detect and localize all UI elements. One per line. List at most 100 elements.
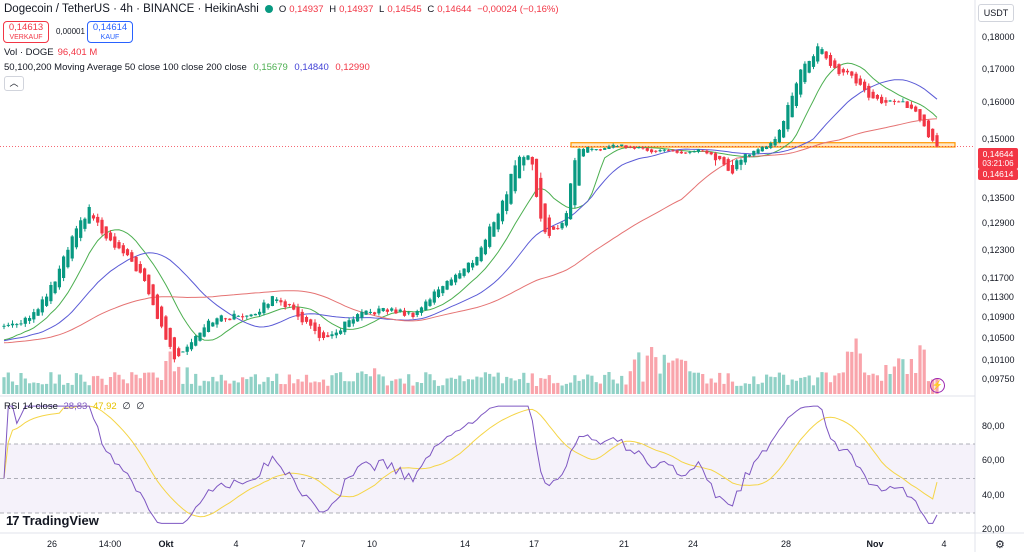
candle-body	[488, 226, 492, 247]
candle-body	[321, 332, 326, 338]
candle-body	[743, 154, 747, 163]
volume-bar	[658, 373, 662, 394]
candle-body	[79, 220, 83, 238]
candle-body	[125, 249, 130, 256]
candle-body	[884, 100, 888, 103]
volume-bar	[790, 379, 794, 394]
candle-body	[569, 183, 573, 220]
candle-body	[245, 315, 249, 317]
candle-body	[897, 101, 901, 103]
volume-bar	[296, 379, 300, 394]
volume-bar	[79, 374, 83, 394]
candle-body	[121, 245, 125, 254]
candle-body	[168, 327, 172, 347]
volume-bar	[287, 374, 291, 394]
volume-bar	[539, 378, 543, 394]
candle-body	[496, 213, 500, 230]
tradingview-logo[interactable]: 17 TradingView	[6, 513, 99, 528]
candle-body	[28, 318, 32, 321]
candle-body	[104, 226, 108, 239]
time-tick-label: 17	[528, 539, 540, 549]
volume-bar	[709, 378, 713, 394]
candle-body	[262, 302, 266, 314]
candle-body	[637, 147, 641, 149]
volume-bar	[304, 374, 309, 394]
candle-body	[786, 105, 790, 130]
volume-bar	[547, 375, 551, 394]
gear-icon[interactable]: ⚙	[995, 539, 1005, 551]
volume-bar	[475, 376, 479, 394]
volume-bar	[713, 382, 718, 394]
volume-bar	[381, 376, 385, 394]
volume-bar	[594, 382, 598, 394]
candle-body	[534, 158, 539, 197]
volume-bar	[564, 383, 568, 394]
volume-bar	[143, 372, 147, 394]
candle-body	[458, 273, 462, 279]
volume-bar	[581, 379, 585, 394]
ma-indicator-legend[interactable]: 50,100,200 Moving Average 50 close 100 c…	[4, 62, 370, 73]
volume-bar	[317, 382, 321, 394]
lightning-icon[interactable]: ⚡	[930, 378, 945, 393]
candle-body	[607, 146, 611, 149]
volume-bar	[215, 381, 219, 394]
volume-bar	[543, 378, 547, 394]
chevron-up-icon[interactable]: ︿	[4, 76, 24, 91]
rsi-legend[interactable]: RSI 14 close 28,83 47,92 ∅ ∅	[4, 401, 145, 412]
candle-body	[266, 304, 270, 308]
candle-body	[198, 332, 202, 341]
candle-body	[573, 160, 577, 206]
candle-body	[794, 83, 798, 106]
candle-body	[15, 324, 19, 326]
volume-bar	[620, 375, 624, 394]
volume-bar	[177, 366, 181, 394]
volume-bar	[360, 371, 364, 394]
candle-body	[517, 156, 522, 179]
candle-body	[113, 236, 117, 248]
sell-button[interactable]: 0,14613 VERKAUF	[3, 21, 49, 43]
candle-body	[53, 281, 57, 294]
volume-bar	[888, 374, 892, 394]
price-tick-label: 0,09750	[982, 374, 1015, 384]
candle-body	[339, 330, 343, 334]
candle-body	[888, 100, 892, 102]
volume-bar	[74, 373, 78, 394]
volume-bar	[530, 373, 534, 394]
candle-body	[466, 262, 470, 273]
candle-body	[816, 46, 820, 62]
volume-bar	[28, 383, 32, 394]
price-tick-label: 0,15000	[982, 134, 1015, 144]
candle-body	[556, 228, 560, 230]
volume-bar	[918, 345, 922, 394]
volume-bar	[603, 374, 607, 394]
candle-body	[543, 203, 547, 233]
candle-body	[32, 312, 36, 320]
volume-bar	[590, 375, 594, 394]
currency-selector[interactable]: USDT	[978, 4, 1014, 22]
volume-bar	[777, 372, 781, 394]
volume-bar	[560, 385, 564, 394]
candle-body	[258, 311, 262, 315]
candle-body	[833, 60, 837, 68]
volume-bar	[347, 381, 351, 394]
time-tick-label: 14:00	[98, 539, 122, 549]
volume-indicator-legend[interactable]: Vol · DOGE 96,401 M	[4, 47, 98, 58]
candle-body	[83, 218, 87, 229]
candle-body	[871, 91, 875, 99]
candle-body	[747, 154, 752, 157]
price-tick-label: 0,10900	[982, 312, 1015, 322]
time-tick-label: Okt	[158, 539, 174, 549]
candle-body	[650, 149, 654, 153]
candle-body	[875, 95, 879, 99]
rsi-tick-label: 40,00	[982, 489, 1005, 500]
candle-body	[415, 311, 419, 315]
candle-body	[841, 69, 845, 73]
candle-body	[194, 336, 198, 346]
volume-bar	[130, 372, 134, 394]
symbol-title[interactable]: Dogecoin / TetherUS · 4h · BINANCE · Hei…	[4, 3, 259, 15]
candle-body	[726, 159, 730, 171]
volume-bar	[675, 358, 679, 394]
candle-body	[6, 324, 10, 326]
buy-button[interactable]: 0,14614 KAUF	[87, 21, 133, 43]
